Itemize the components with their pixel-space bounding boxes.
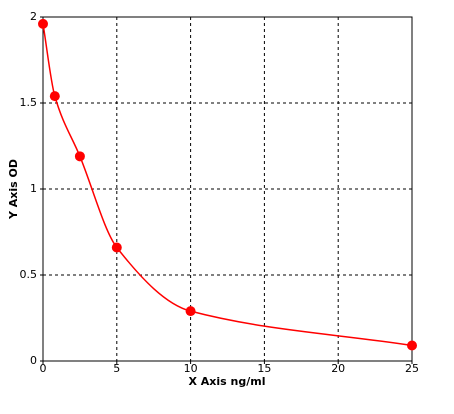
data-point: [111, 242, 122, 253]
data-point: [185, 306, 196, 317]
data-point: [38, 18, 48, 29]
y-tick-label: 2: [30, 10, 37, 23]
x-tick-label: 20: [331, 362, 345, 375]
y-tick-label: 0.5: [20, 268, 38, 281]
x-tick-label: 25: [405, 362, 419, 375]
y-tick-label: 1: [30, 182, 37, 195]
y-axis-label: Y Axis OD: [7, 159, 20, 220]
data-point: [49, 91, 60, 102]
x-tick-label: 10: [184, 362, 198, 375]
x-tick-label: 15: [257, 362, 271, 375]
data-point: [407, 340, 417, 351]
x-tick-label: 0: [40, 362, 47, 375]
x-axis-label: X Axis ng/ml: [188, 375, 265, 388]
y-tick-label: 1.5: [20, 96, 38, 109]
data-point: [74, 151, 85, 162]
y-tick-label: 0: [30, 354, 37, 367]
x-tick-label: 5: [113, 362, 120, 375]
